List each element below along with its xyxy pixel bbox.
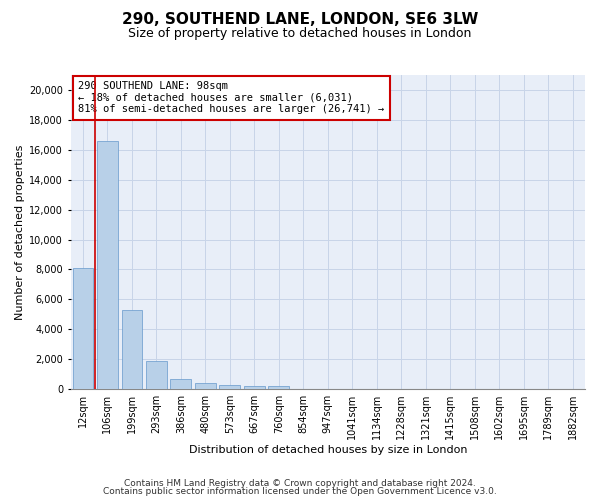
Text: 290, SOUTHEND LANE, LONDON, SE6 3LW: 290, SOUTHEND LANE, LONDON, SE6 3LW	[122, 12, 478, 28]
Bar	[97, 141, 118, 389]
X-axis label: Distribution of detached houses by size in London: Distribution of detached houses by size …	[188, 445, 467, 455]
Text: 290 SOUTHEND LANE: 98sqm
← 18% of detached houses are smaller (6,031)
81% of sem: 290 SOUTHEND LANE: 98sqm ← 18% of detach…	[79, 82, 385, 114]
Y-axis label: Number of detached properties: Number of detached properties	[15, 144, 25, 320]
Bar	[195, 384, 216, 389]
Text: Contains HM Land Registry data © Crown copyright and database right 2024.: Contains HM Land Registry data © Crown c…	[124, 478, 476, 488]
Bar	[146, 362, 167, 389]
Text: Contains public sector information licensed under the Open Government Licence v3: Contains public sector information licen…	[103, 487, 497, 496]
Bar	[73, 268, 94, 389]
Bar	[170, 378, 191, 389]
Bar	[244, 386, 265, 389]
Bar	[220, 385, 240, 389]
Bar	[268, 386, 289, 389]
Text: Size of property relative to detached houses in London: Size of property relative to detached ho…	[128, 28, 472, 40]
Bar	[122, 310, 142, 389]
